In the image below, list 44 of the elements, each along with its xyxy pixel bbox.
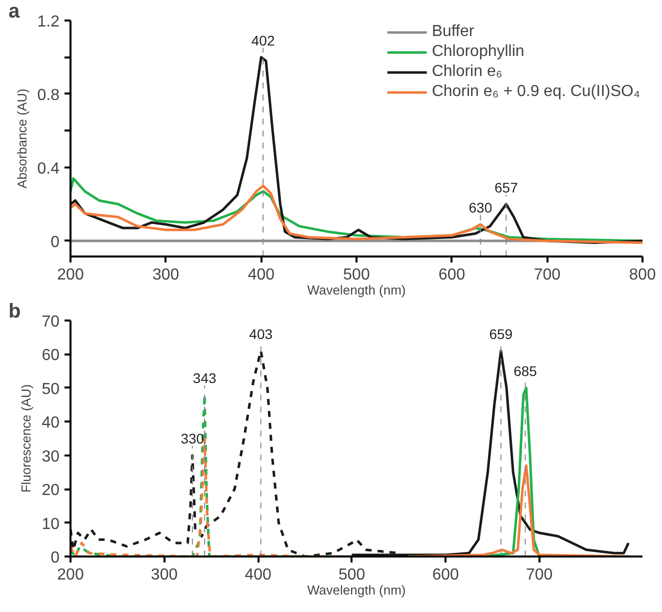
y-tick-label: 0 [50, 550, 60, 566]
x-axis-title: Wavelength (nm) [307, 282, 406, 298]
ref-line-label: 402 [251, 32, 275, 48]
x-tick-label: 200 [57, 266, 84, 284]
legend-label: Chlorophyllin [432, 43, 524, 61]
y-tick-label: 70 [42, 314, 60, 330]
x-axis-title: Wavelength (nm) [307, 582, 406, 598]
y-tick-label: 50 [42, 380, 60, 398]
legend-label: Chlorin e₆ [432, 63, 502, 81]
y-tick-label: 20 [42, 482, 60, 500]
x-tick-label: 700 [526, 566, 553, 584]
x-tick-label: 600 [438, 266, 466, 284]
line-series [406, 464, 630, 556]
ref-line-label: 685 [514, 363, 538, 380]
y-tick-label: 1.2 [37, 14, 60, 30]
y-tick-label: 0.8 [37, 86, 60, 104]
y-tick-label: 40 [42, 414, 60, 432]
x-tick-label: 700 [534, 266, 561, 284]
x-tick-label: 400 [244, 566, 272, 584]
ref-line-label: 630 [468, 200, 492, 216]
text: b [8, 300, 21, 322]
y-axis-title: Fluorescence (AU) [18, 384, 34, 493]
x-tick-label: 300 [152, 266, 180, 284]
y-axis-title: Absorbance (AU) [14, 88, 30, 188]
ref-line-label: 343 [192, 370, 216, 386]
y-tick-label: 60 [42, 347, 60, 364]
x-tick-label: 300 [150, 566, 178, 584]
x-tick-label: 600 [432, 566, 460, 584]
y-tick-label: 0 [50, 234, 60, 251]
x-tick-label: 200 [57, 566, 84, 584]
ref-line-label: 403 [249, 326, 273, 342]
ref-line-label: 657 [494, 179, 518, 196]
legend-label: Buffer [432, 23, 474, 41]
legend-label: Chorin e₆ + 0.9 eq. Cu(II)SO₄ [432, 83, 640, 101]
y-tick-label: 10 [42, 516, 60, 533]
y-tick-label: 0.4 [37, 160, 60, 178]
ref-line-label: 659 [489, 326, 513, 342]
y-tick-label: 30 [42, 448, 60, 466]
x-tick-label: 500 [343, 266, 370, 284]
text: a [8, 0, 20, 22]
x-tick-label: 500 [338, 566, 366, 584]
ref-line-label: 330 [180, 430, 204, 447]
x-tick-label: 400 [248, 266, 275, 284]
x-tick-label: 800 [629, 266, 656, 284]
